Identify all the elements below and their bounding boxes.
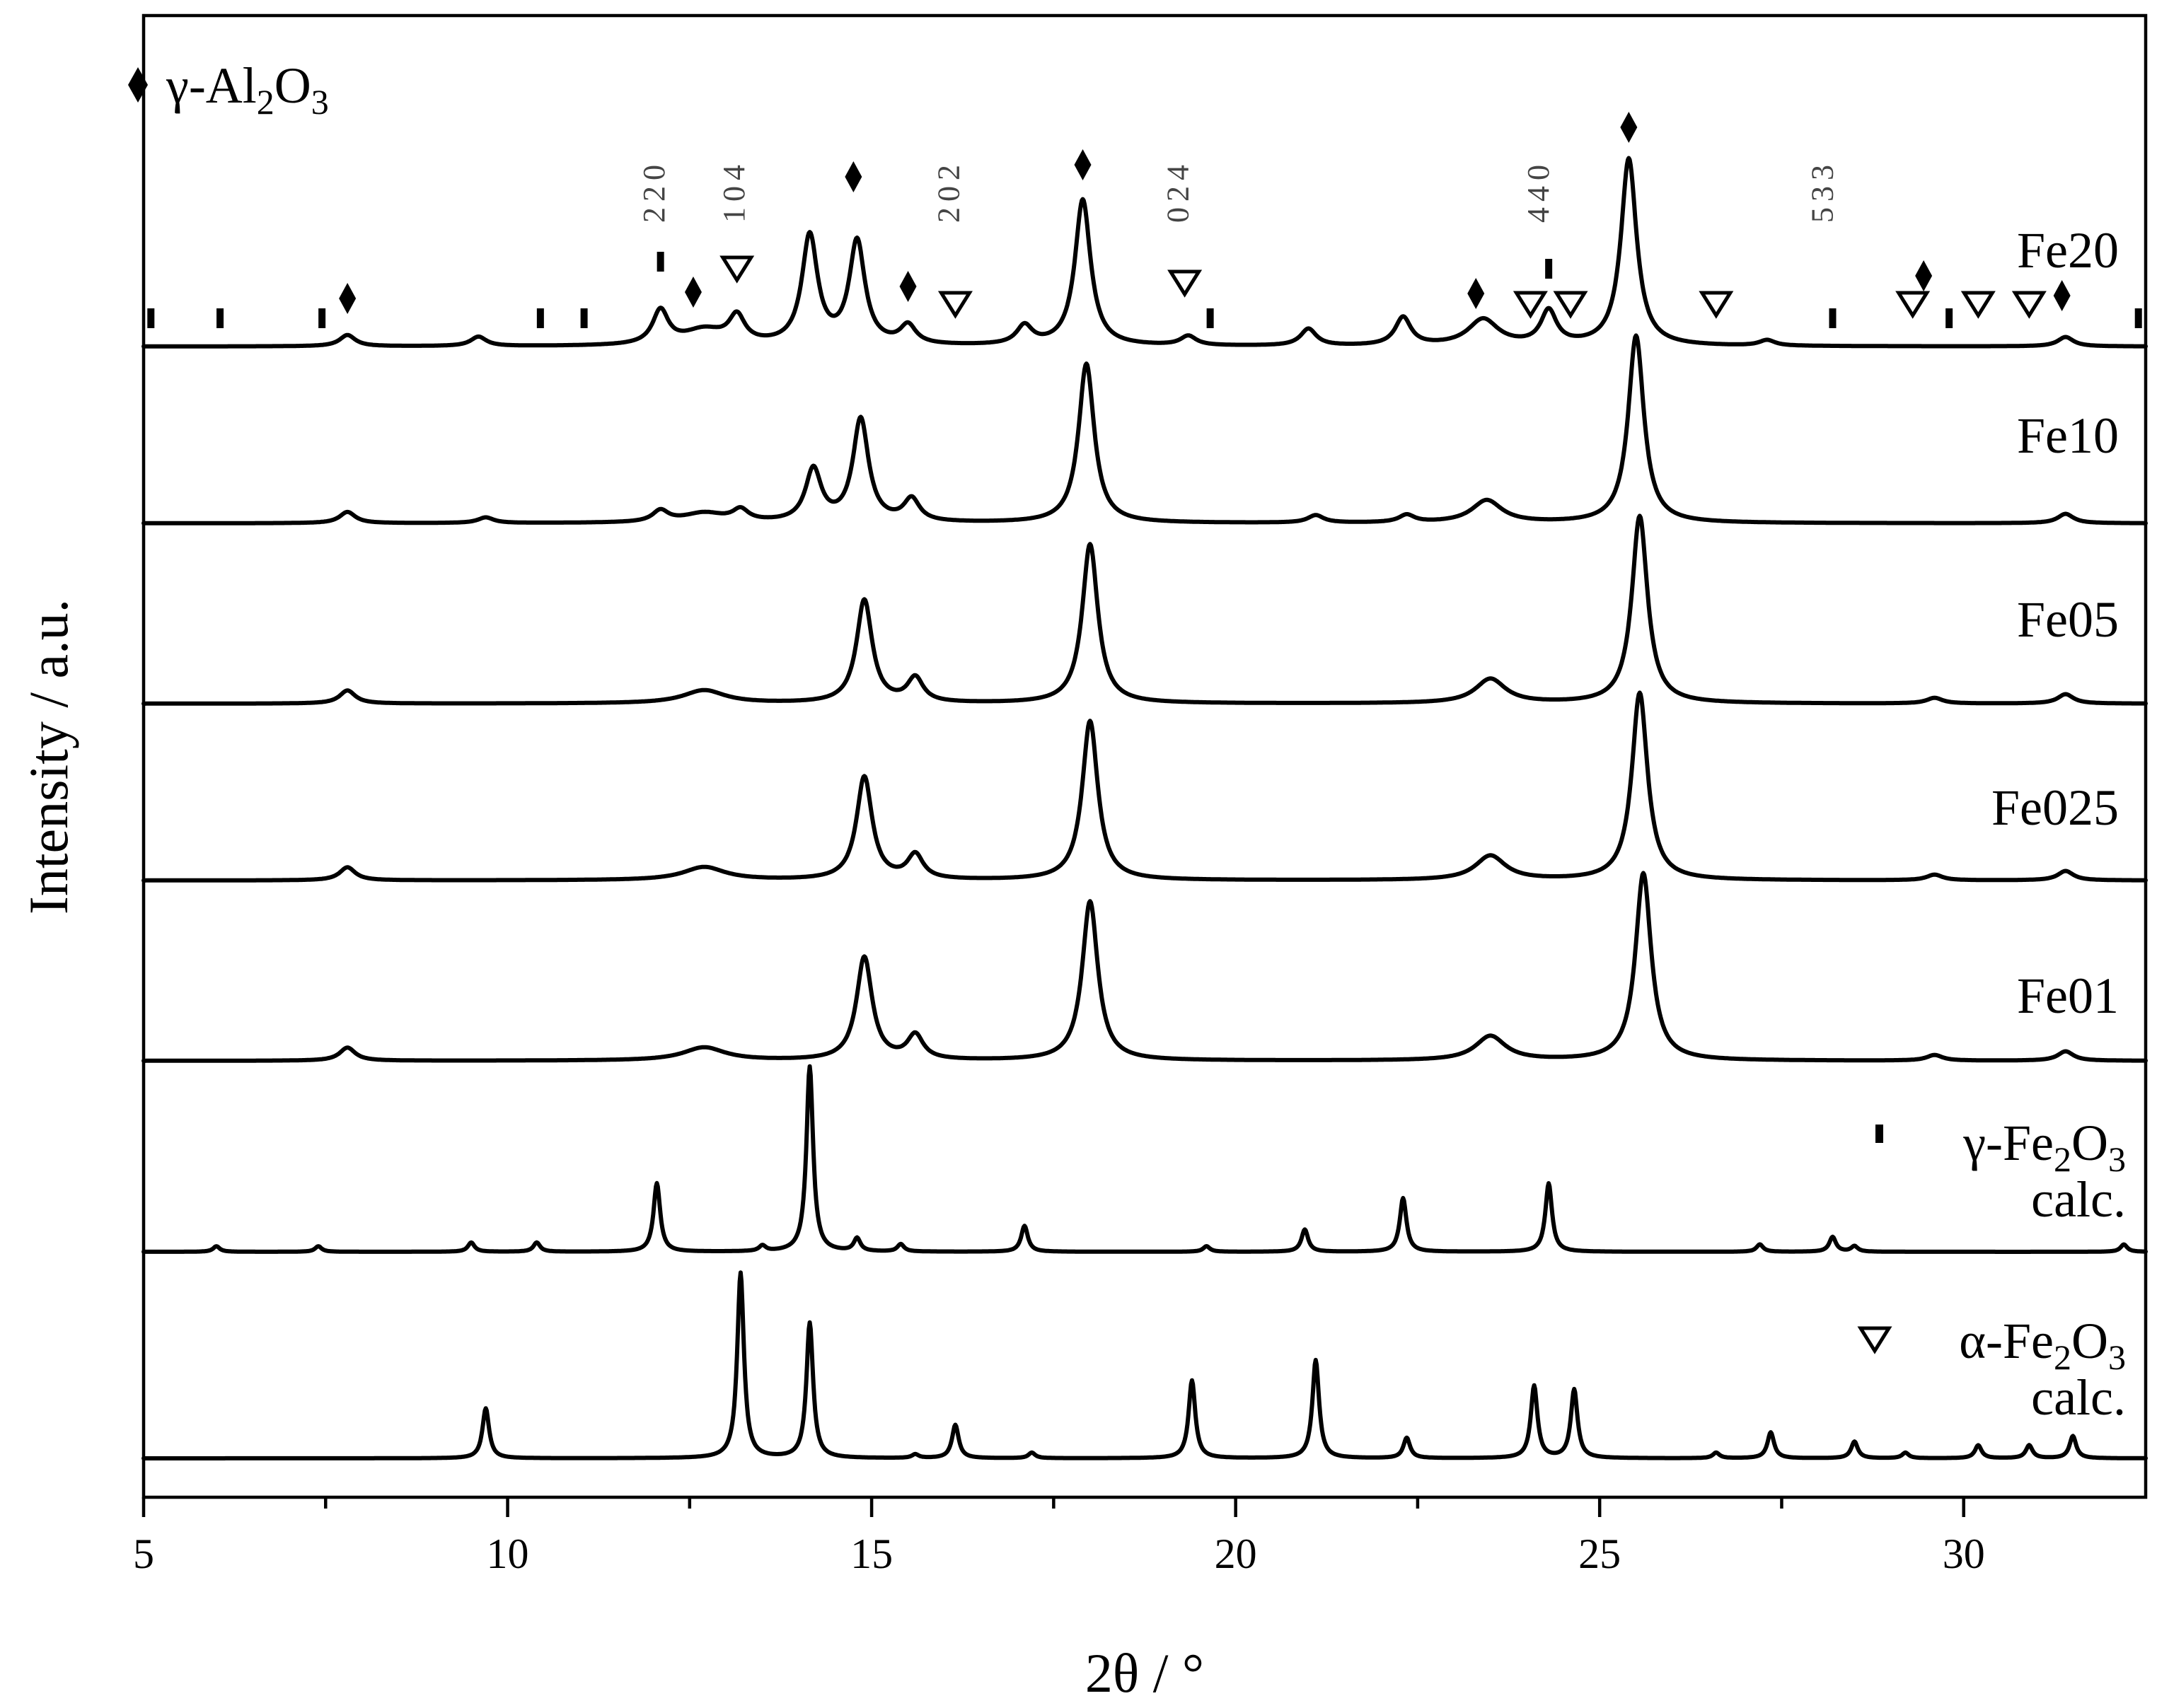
series-label-fe01: Fe01 xyxy=(2017,968,2119,1024)
bar-marker xyxy=(147,308,155,328)
series-line-fe01 xyxy=(141,871,2148,1063)
bar-marker xyxy=(580,308,588,328)
series-label-fe025: Fe025 xyxy=(1991,779,2119,836)
traces-layer xyxy=(141,156,2148,1460)
legend-gamma-fe2o3-label: γ-Fe2O3 xyxy=(1962,1115,2126,1179)
bar-marker xyxy=(657,252,664,272)
triangle-marker xyxy=(2011,291,2047,319)
y-axis-title: Intensity / a.u. xyxy=(18,599,79,914)
triangle-marker xyxy=(719,255,755,284)
hkl-label: 202 xyxy=(932,159,966,223)
legend-gamma-fe2o3-note: calc. xyxy=(2031,1171,2126,1228)
diamond-marker xyxy=(1467,278,1485,309)
bar-marker xyxy=(2134,308,2142,328)
triangle-marker xyxy=(1553,291,1588,319)
series-label-fe10: Fe10 xyxy=(2017,407,2119,464)
diamond-marker xyxy=(684,277,702,308)
triangle-marker xyxy=(1960,291,1996,319)
series-label-fe20: Fe20 xyxy=(2017,222,2119,279)
x-tick-label: 30 xyxy=(1943,1530,1985,1577)
legend-alpha-fe2o3-label: α-Fe2O3 xyxy=(1959,1313,2126,1377)
bar-marker xyxy=(1206,308,1214,328)
series-line--fe2o3-calc- xyxy=(141,1270,2148,1460)
series-label-fe05: Fe05 xyxy=(2017,591,2119,648)
series-line-fe05 xyxy=(141,513,2148,706)
bar-marker xyxy=(318,308,326,328)
x-tick-label: 10 xyxy=(487,1530,529,1577)
bar-marker xyxy=(536,308,544,328)
legend-gamma-al2o3: γ-Al2O3 xyxy=(128,57,329,122)
bar-marker xyxy=(216,308,224,328)
series-line-fe20 xyxy=(141,156,2148,349)
diamond-marker-icon xyxy=(128,67,148,103)
diamond-marker xyxy=(899,271,917,302)
triangle-marker xyxy=(937,291,973,319)
triangle-marker xyxy=(1513,291,1548,319)
series-line-fe025 xyxy=(141,690,2148,883)
legend-alpha-fe2o3-note: calc. xyxy=(2031,1369,2126,1426)
legend-gamma-fe2o3: γ-Fe2O3 calc. xyxy=(1875,1115,2126,1228)
hkl-label: 024 xyxy=(1161,159,1196,223)
hkl-labels: 220 104 202 024 440 533 xyxy=(637,159,1840,223)
x-axis-title: 2θ / ° xyxy=(1085,1642,1204,1704)
diamond-marker xyxy=(339,283,357,314)
diamond-marker xyxy=(1074,149,1092,180)
legend-gamma-al2o3-label: γ-Al2O3 xyxy=(166,57,329,122)
phase-markers-layer xyxy=(147,112,2142,328)
bar-marker xyxy=(1829,308,1837,328)
triangle-marker xyxy=(1167,269,1203,298)
x-tick-label: 15 xyxy=(850,1530,893,1577)
triangle-marker xyxy=(1699,291,1734,319)
bar-marker xyxy=(1545,259,1553,279)
x-tick-label: 25 xyxy=(1578,1530,1621,1577)
bar-marker xyxy=(1945,308,1953,328)
diamond-marker xyxy=(1620,112,1638,143)
diamond-marker xyxy=(2053,280,2071,311)
x-tick-label: 5 xyxy=(133,1530,154,1577)
series-line-fe10 xyxy=(141,333,2148,525)
hkl-label: 220 xyxy=(637,159,671,223)
x-axis-ticks: 5 10 15 20 25 30 xyxy=(133,1497,1985,1577)
hkl-label: 440 xyxy=(1521,159,1556,223)
series-line--fe2o3-calc- xyxy=(141,1064,2148,1254)
hkl-label: 533 xyxy=(1805,159,1839,223)
plot-frame xyxy=(141,13,2148,1499)
triangle-marker-icon xyxy=(1857,1326,1892,1354)
x-tick-label: 20 xyxy=(1215,1530,1257,1577)
legend-alpha-fe2o3: α-Fe2O3 calc. xyxy=(1857,1313,2126,1426)
triangle-marker xyxy=(1895,291,1931,319)
bar-marker-icon xyxy=(1875,1125,1883,1143)
diamond-marker xyxy=(1915,260,1933,291)
hkl-label: 104 xyxy=(717,159,751,223)
diamond-marker xyxy=(845,161,862,192)
